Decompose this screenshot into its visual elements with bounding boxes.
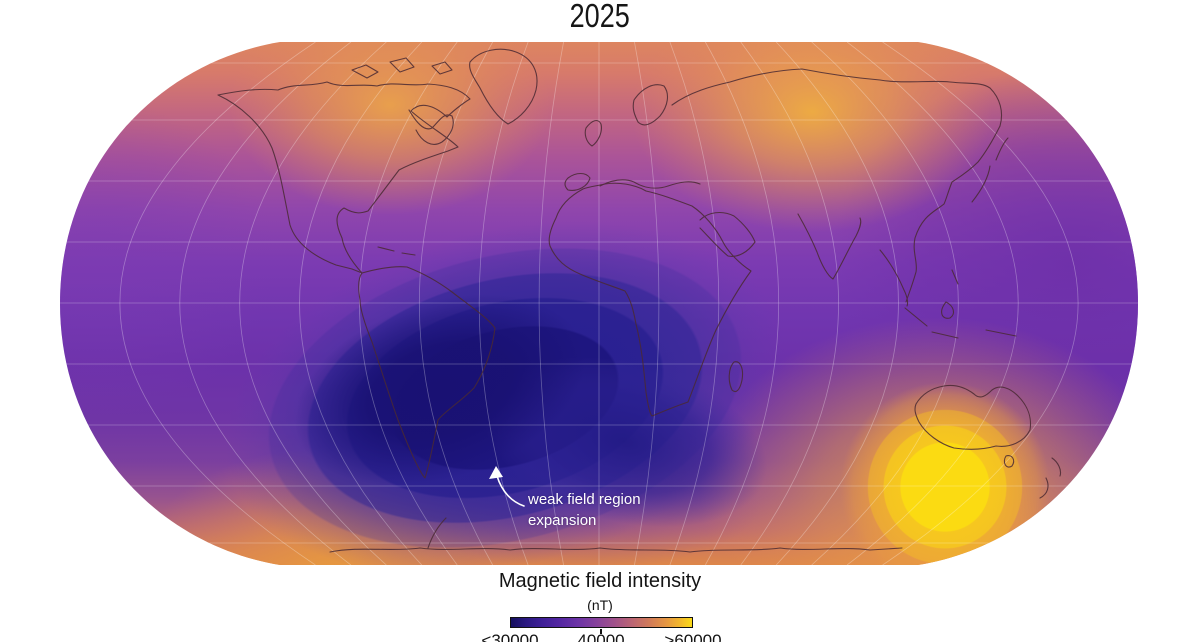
- coast-north-america: [217, 81, 471, 274]
- colorbar-label-mid: 40000: [577, 631, 625, 642]
- map-annotation: weak field region expansion: [528, 489, 641, 531]
- coast-greenland: [469, 48, 538, 125]
- coast-mediterranean: [599, 179, 701, 189]
- coast-asia-east: [905, 125, 1001, 303]
- coastlines: [217, 48, 1062, 553]
- field-high-canada: [230, 42, 550, 215]
- colorbar-label-max: >60000: [664, 631, 722, 642]
- coast-south-america: [358, 266, 496, 479]
- colorbar-center-tick: [600, 629, 602, 634]
- coast-new-zealand: [1039, 457, 1062, 499]
- coast-madagascar: [728, 361, 744, 393]
- annotation-line-2: expansion: [528, 512, 597, 529]
- annotation-arrow: [489, 466, 525, 507]
- coast-scandinavia: [632, 84, 669, 126]
- annotation-line-1: weak field region: [528, 491, 641, 508]
- field-max-spot: [840, 382, 1050, 565]
- field-weak-saa-core: [294, 294, 586, 486]
- coast-arctic-islands: [351, 57, 453, 79]
- graticule: [60, 42, 1138, 565]
- coast-hudson-bay: [408, 109, 454, 145]
- coast-africa: [548, 182, 752, 417]
- year-label: 2025: [569, 0, 631, 34]
- field-high-siberia: [632, 42, 992, 232]
- colorbar-label-min: <30000: [481, 631, 539, 642]
- coast-tasmania: [1003, 455, 1015, 468]
- colorbar: [510, 617, 693, 628]
- field-purple-west: [60, 100, 275, 420]
- legend-title: Magnetic field intensity: [498, 570, 702, 592]
- page-title: 2025: [0, 0, 1200, 35]
- coast-asia-north: [671, 68, 1003, 127]
- coast-caribbean: [377, 246, 416, 256]
- coast-se-asia: [879, 249, 909, 307]
- coast-arabia: [699, 211, 756, 257]
- legend-units: (nT): [587, 597, 613, 613]
- coast-japan: [971, 137, 1009, 203]
- coast-india: [797, 213, 862, 280]
- coast-indonesia: [904, 269, 1017, 339]
- coast-britain: [584, 119, 602, 147]
- coast-iberia: [564, 172, 591, 191]
- coast-antarctica: [329, 517, 903, 553]
- coast-australia: [914, 384, 1032, 450]
